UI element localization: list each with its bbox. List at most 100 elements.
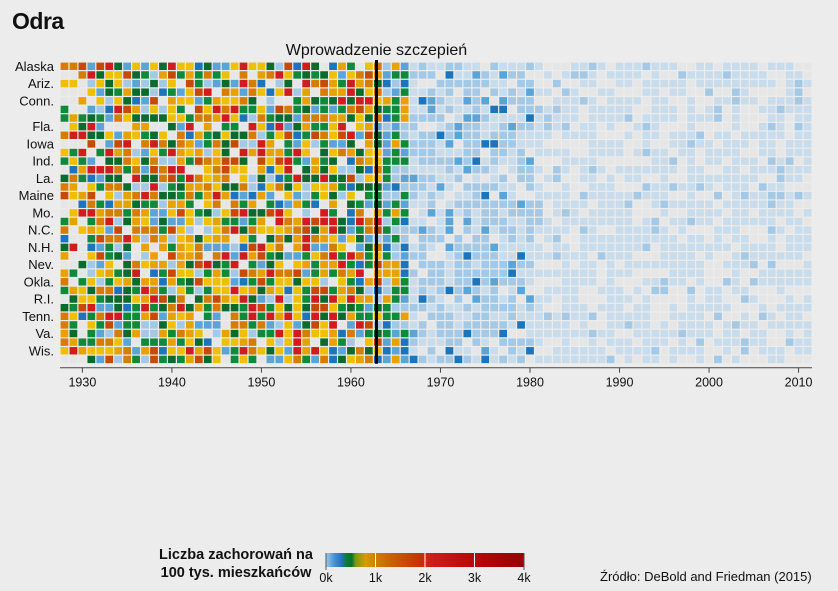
heatmap-cell bbox=[499, 71, 508, 79]
heatmap-cell bbox=[382, 191, 391, 200]
heatmap-cell bbox=[391, 321, 400, 329]
heatmap-cell bbox=[472, 321, 481, 329]
heatmap-cell bbox=[87, 79, 96, 88]
heatmap-cell bbox=[400, 97, 409, 105]
heatmap-cell bbox=[382, 209, 391, 217]
heatmap-cell bbox=[714, 355, 722, 364]
heatmap-cell bbox=[203, 303, 212, 312]
heatmap-cell bbox=[803, 79, 812, 88]
heatmap-cell bbox=[499, 157, 508, 165]
heatmap-cell bbox=[624, 347, 633, 355]
heatmap-cell bbox=[490, 140, 499, 148]
heatmap-cell bbox=[96, 157, 105, 165]
heatmap-cell bbox=[338, 355, 346, 364]
heatmap-cell bbox=[185, 71, 194, 79]
heatmap-cell bbox=[436, 235, 445, 243]
heatmap-cell bbox=[320, 114, 328, 122]
heatmap-cell bbox=[168, 200, 176, 208]
heatmap-cell bbox=[364, 321, 373, 329]
heatmap-cell bbox=[293, 295, 302, 303]
heatmap-cell bbox=[615, 62, 624, 71]
heatmap-cell bbox=[651, 200, 660, 208]
heatmap-cell bbox=[687, 243, 696, 252]
heatmap-cell bbox=[490, 97, 499, 105]
heatmap-cell bbox=[597, 174, 606, 183]
heatmap-cell bbox=[794, 200, 803, 208]
heatmap-cell bbox=[669, 295, 678, 303]
heatmap-cell bbox=[508, 235, 516, 243]
heatmap-cell bbox=[660, 157, 669, 165]
heatmap-cell bbox=[356, 338, 364, 346]
heatmap-cell bbox=[329, 71, 337, 79]
heatmap-cell bbox=[687, 338, 696, 346]
heatmap-cell bbox=[740, 278, 749, 286]
heatmap-cell bbox=[347, 312, 355, 320]
heatmap-cell bbox=[570, 321, 579, 329]
heatmap-cell bbox=[248, 226, 257, 234]
heatmap-cell bbox=[311, 303, 320, 312]
heatmap-cell bbox=[400, 131, 409, 139]
state-label: Nev. bbox=[28, 257, 54, 272]
heatmap-cell bbox=[642, 286, 651, 295]
heatmap-cell bbox=[535, 355, 543, 364]
heatmap-cell bbox=[687, 321, 696, 329]
heatmap-cell bbox=[400, 286, 409, 295]
heatmap-cell bbox=[705, 174, 713, 183]
heatmap-cell bbox=[615, 166, 624, 174]
heatmap-cell bbox=[732, 122, 740, 131]
heatmap-cell bbox=[221, 252, 230, 260]
heatmap-cell bbox=[472, 252, 481, 260]
heatmap-cell bbox=[490, 166, 499, 174]
heatmap-cell bbox=[302, 243, 311, 252]
heatmap-cell bbox=[356, 140, 364, 148]
heatmap-cell bbox=[87, 303, 96, 312]
heatmap-cell bbox=[141, 329, 149, 338]
heatmap-cell bbox=[114, 295, 123, 303]
heatmap-cell bbox=[356, 303, 364, 312]
heatmap-cell bbox=[749, 114, 758, 122]
heatmap-cell bbox=[176, 200, 185, 208]
heatmap-cell bbox=[696, 200, 704, 208]
heatmap-cell bbox=[275, 329, 284, 338]
heatmap-cell bbox=[687, 166, 696, 174]
x-tick-label: 1990 bbox=[606, 376, 634, 390]
heatmap-cell bbox=[87, 62, 96, 71]
heatmap-cell bbox=[293, 329, 302, 338]
heatmap-cell bbox=[552, 286, 561, 295]
heatmap-cell bbox=[284, 71, 293, 79]
heatmap-cell bbox=[266, 303, 275, 312]
heatmap-cell bbox=[642, 71, 651, 79]
heatmap-cell bbox=[150, 312, 158, 320]
heatmap-cell bbox=[105, 347, 114, 355]
heatmap-cell bbox=[740, 321, 749, 329]
heatmap-cell bbox=[606, 347, 615, 355]
heatmap-cell bbox=[579, 286, 588, 295]
heatmap-cell bbox=[168, 174, 176, 183]
heatmap-cell bbox=[785, 114, 794, 122]
heatmap-cell bbox=[526, 200, 534, 208]
heatmap-cell bbox=[78, 140, 87, 148]
heatmap-cell bbox=[570, 286, 579, 295]
heatmap-cell bbox=[176, 209, 185, 217]
heatmap-cell bbox=[78, 122, 87, 131]
heatmap-cell bbox=[696, 252, 704, 260]
heatmap-cell bbox=[767, 88, 776, 96]
heatmap-cell bbox=[347, 191, 355, 200]
heatmap-cell bbox=[311, 88, 320, 96]
heatmap-cell bbox=[176, 148, 185, 157]
heatmap-cell bbox=[579, 200, 588, 208]
heatmap-cell bbox=[203, 217, 212, 226]
heatmap-cell bbox=[284, 157, 293, 165]
heatmap-cell bbox=[400, 355, 409, 364]
heatmap-cell bbox=[382, 226, 391, 234]
heatmap-cell bbox=[490, 278, 499, 286]
heatmap-cell bbox=[194, 148, 203, 157]
heatmap-cell bbox=[749, 131, 758, 139]
heatmap-cell bbox=[633, 338, 642, 346]
heatmap-cell bbox=[535, 321, 543, 329]
heatmap-cell bbox=[803, 252, 812, 260]
heatmap-cell bbox=[230, 166, 239, 174]
heatmap-cell bbox=[499, 278, 508, 286]
heatmap-cell bbox=[597, 71, 606, 79]
heatmap-cell bbox=[463, 329, 472, 338]
